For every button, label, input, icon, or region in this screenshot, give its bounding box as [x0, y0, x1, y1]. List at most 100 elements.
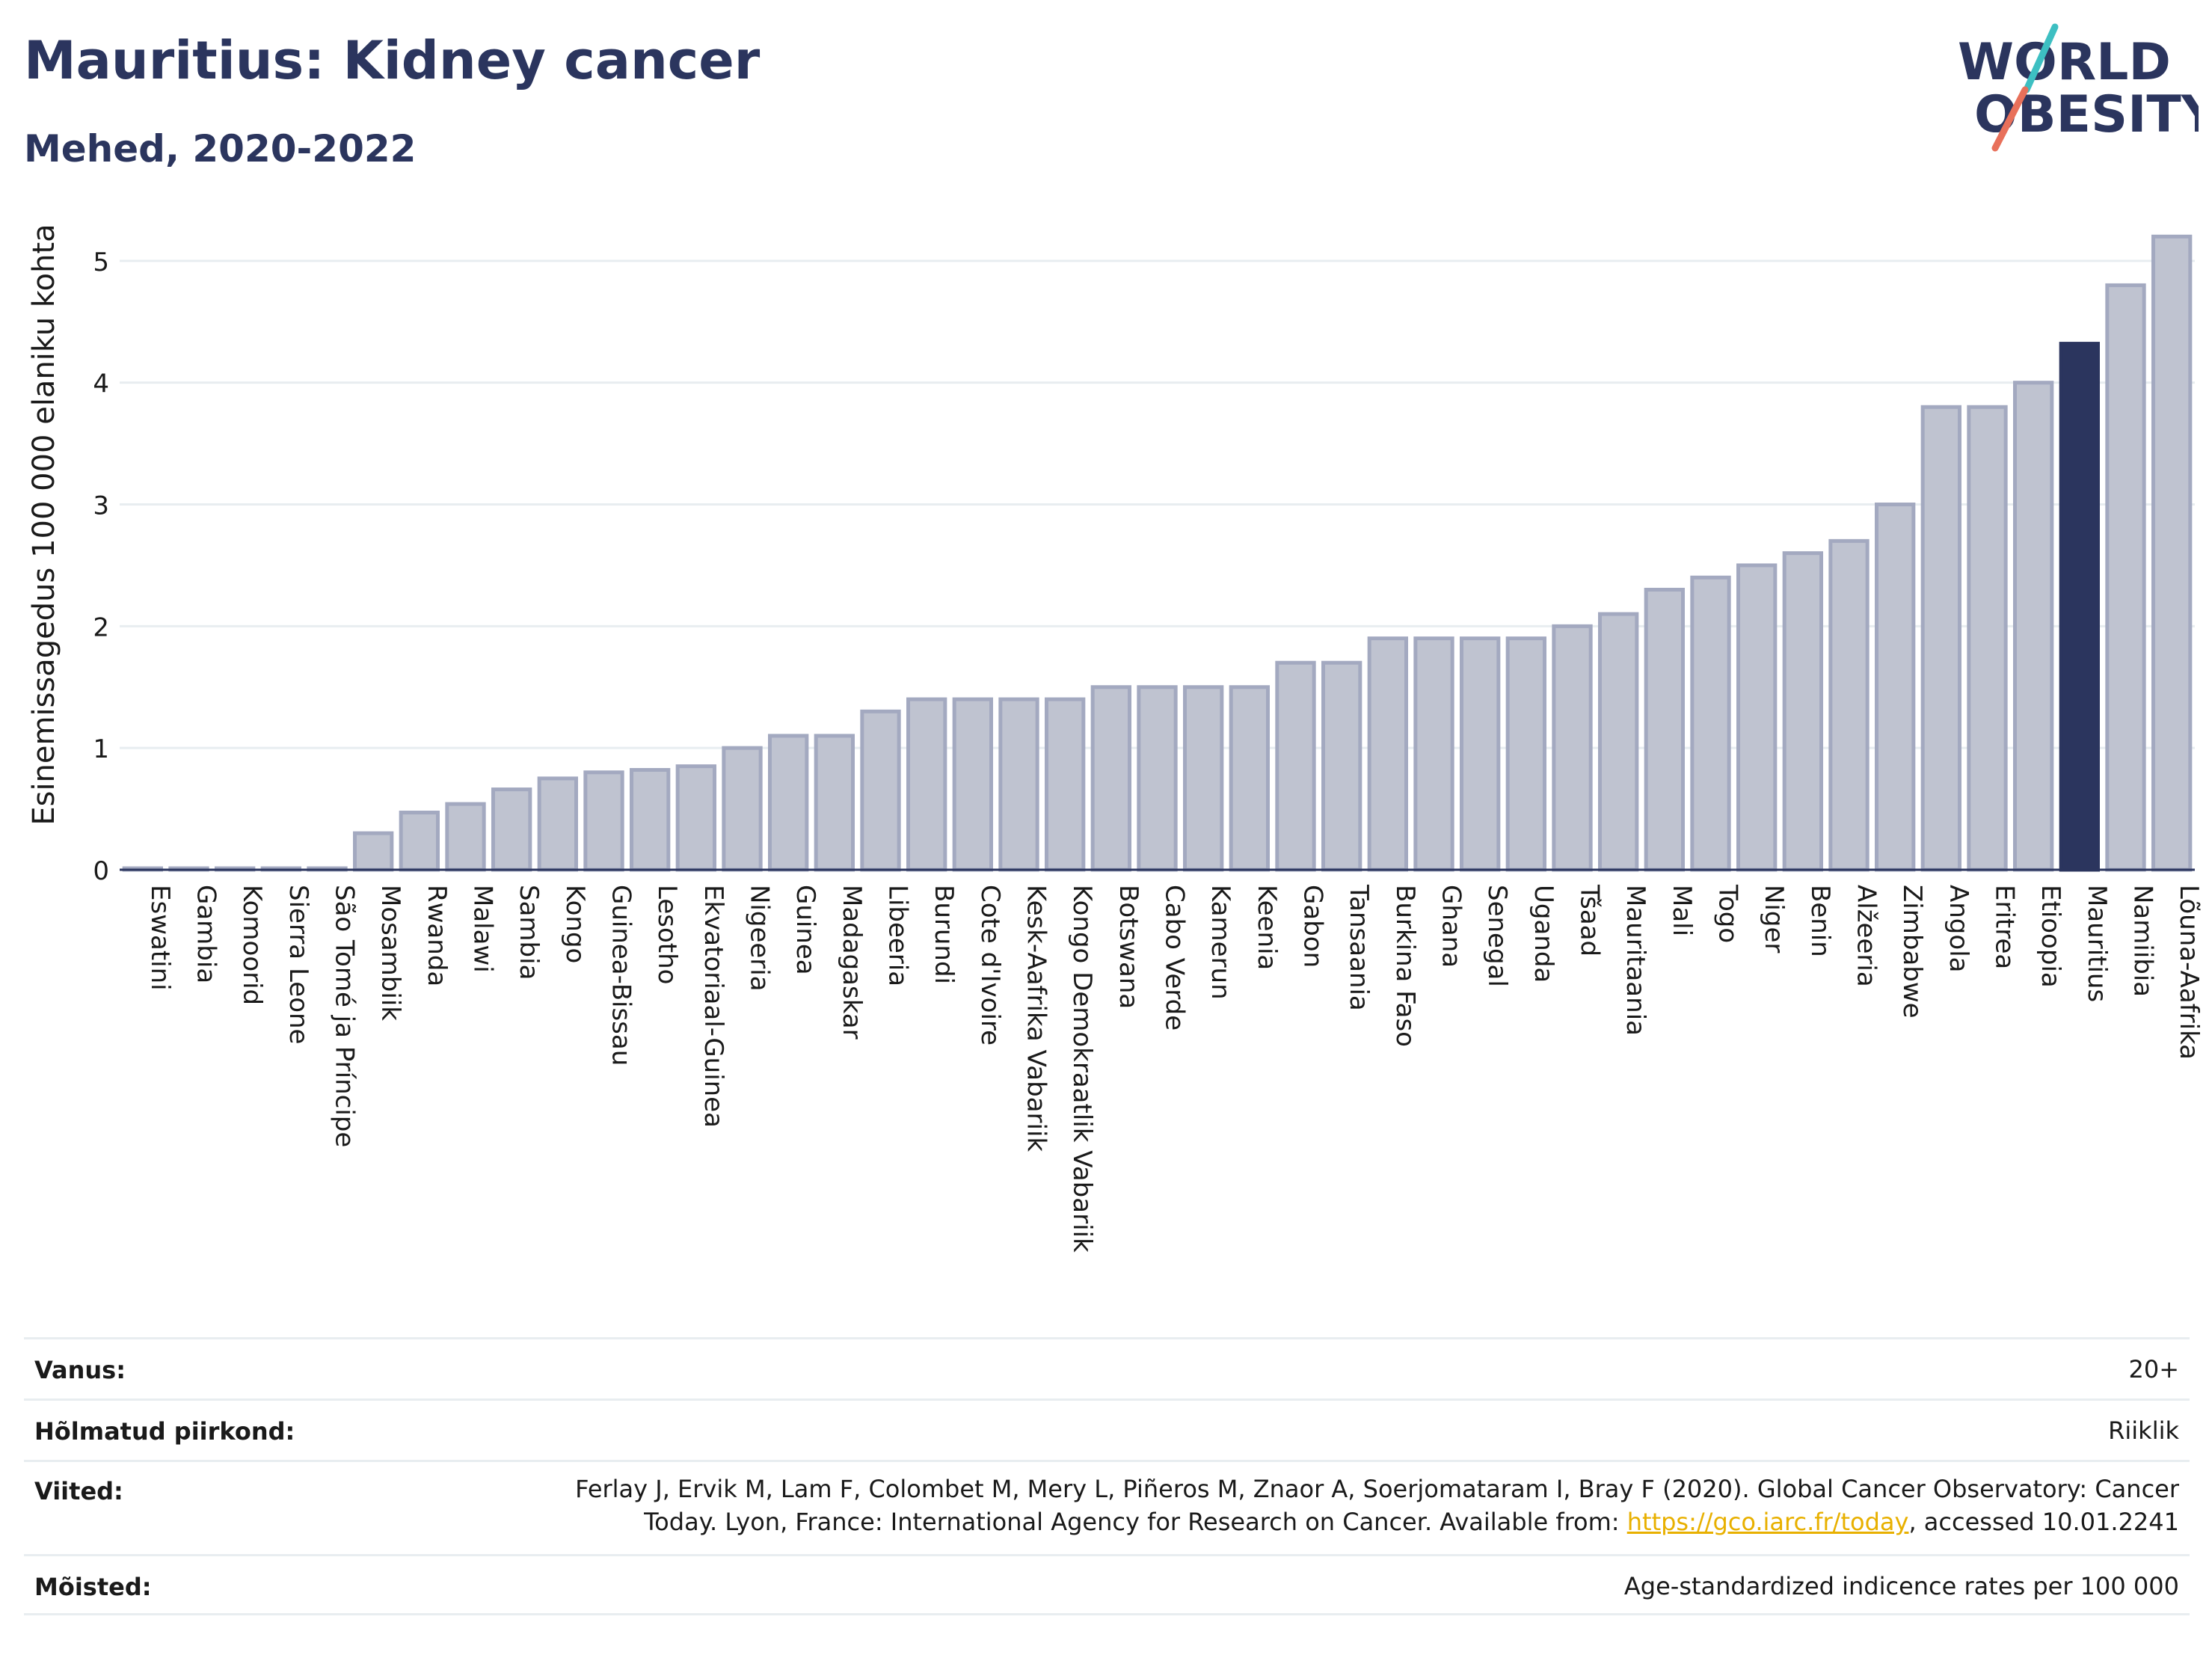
y-axis-label: Esinemissagedus 100 000 elaniku kohta	[27, 224, 61, 825]
bar	[1275, 660, 1316, 872]
bar	[860, 709, 901, 872]
x-tick-label: Mauritius	[2082, 885, 2112, 1002]
bar	[1690, 575, 1731, 872]
x-tick-label: Ghana	[1437, 885, 1466, 968]
logo-word-world: WORLD	[1958, 33, 2171, 92]
x-tick-label: Benin	[1805, 885, 1835, 957]
x-tick-label: Togo	[1713, 884, 1743, 943]
footer-row-definitions: Mõisted: Age-standardized indicence rate…	[24, 1554, 2190, 1615]
bar	[768, 734, 809, 872]
footer-value-age: 20+	[2128, 1355, 2179, 1384]
bar	[952, 697, 993, 872]
x-tick-label: Gabon	[1298, 885, 1328, 968]
x-tick-label: Botswana	[1113, 885, 1143, 1009]
x-tick-label: Niger	[1759, 885, 1789, 953]
x-tick-label: Etioopia	[2036, 885, 2065, 988]
bar	[1045, 697, 1086, 872]
footer-row-references: Viited: Ferlay J, Ervik M, Lam F, Colomb…	[24, 1460, 2190, 1554]
bar	[1090, 685, 1131, 872]
x-tick-label: Lõuna-Aafrika	[2174, 885, 2204, 1060]
x-tick-label: Burundi	[929, 885, 959, 984]
x-tick-label: Uganda	[1529, 885, 1558, 983]
x-tick-label: Angola	[1944, 885, 1973, 972]
x-tick-label: Kamerun	[1205, 885, 1235, 1000]
bar	[583, 770, 624, 872]
world-obesity-logo: WORLD OBESITY	[1958, 23, 2199, 152]
y-tick-labels: 0 1 2 3 4 5	[93, 248, 109, 886]
bar	[722, 746, 763, 872]
bar	[445, 802, 486, 872]
x-tick-label: Mali	[1667, 885, 1697, 936]
bar	[1598, 612, 1639, 872]
footer-value-references: Ferlay J, Ervik M, Lam F, Colombet M, Me…	[575, 1473, 2179, 1538]
bar	[1782, 551, 1824, 872]
y-tick-label: 5	[93, 248, 109, 277]
bar	[1413, 636, 1454, 872]
bar	[1552, 624, 1593, 872]
bar	[353, 831, 394, 872]
y-tick-label: 4	[93, 369, 109, 399]
reference-link[interactable]: https://gco.iarc.fr/today	[1626, 1508, 1909, 1536]
bar	[2151, 234, 2193, 872]
x-tick-label: Eswatini	[145, 885, 175, 991]
bar-chart: 0 1 2 3 4 5 Eswatini Gambia Komoorid Sierra Leon…	[27, 224, 2204, 1253]
reference-line-2: Today. Lyon, France: International Agenc…	[575, 1505, 2179, 1538]
footer-value-region: Riiklik	[2108, 1416, 2179, 1445]
x-tick-label: Nigeeria	[745, 885, 775, 992]
x-tick-labels: Eswatini Gambia Komoorid Sierra Leone São To…	[145, 884, 2204, 1253]
x-tick-label: Libeeria	[883, 885, 913, 986]
x-tick-label: Namiibia	[2128, 885, 2158, 997]
y-tick-label: 2	[93, 612, 109, 642]
x-tick-label: Sierra Leone	[283, 885, 313, 1044]
bar	[1967, 405, 2008, 872]
y-tick-label: 1	[93, 734, 109, 764]
reference-accessed: , accessed 10.01.2241	[1908, 1508, 2179, 1536]
reference-line-1: Ferlay J, Ervik M, Lam F, Colombet M, Me…	[575, 1475, 2179, 1503]
x-tick-label: Rwanda	[422, 885, 452, 986]
bar	[1920, 405, 1962, 872]
chart-title: Mauritius: Kidney cancer	[24, 30, 761, 91]
x-tick-label: Alžeeria	[1852, 885, 1881, 987]
bar	[2013, 381, 2054, 872]
x-tick-label: Senegal	[1482, 885, 1512, 987]
bar	[1183, 685, 1224, 872]
footer-row-age: Vanus: 20+	[24, 1337, 2190, 1398]
bar	[1229, 685, 1270, 872]
bar-highlight	[2059, 342, 2101, 872]
bar	[1875, 503, 1916, 872]
x-tick-label: Guinea	[790, 885, 820, 975]
x-tick-label: Tansaania	[1344, 884, 1374, 1011]
footer-label-region: Hõlmatud piirkond:	[34, 1417, 295, 1446]
x-tick-label: Kongo Demokraatlik Vabariik	[1067, 885, 1097, 1253]
bar	[1321, 660, 1362, 872]
bar	[906, 697, 947, 872]
reference-text: Today. Lyon, France: International Agenc…	[644, 1508, 1627, 1536]
bar	[537, 776, 579, 872]
bar	[1460, 636, 1501, 872]
x-tick-label: Keenia	[1252, 885, 1282, 970]
footer-label-definitions: Mõisted:	[34, 1573, 152, 1601]
x-tick-label: Mosambiik	[375, 885, 405, 1021]
footer-label-references: Viited:	[34, 1477, 123, 1505]
footer-row-region: Hõlmatud piirkond: Riiklik	[24, 1398, 2190, 1460]
bar	[630, 767, 671, 872]
x-tick-label: Tšaad	[1575, 884, 1605, 957]
footer-label-age: Vanus:	[34, 1356, 126, 1384]
bar	[675, 764, 717, 872]
y-tick-label: 0	[93, 856, 109, 886]
bar	[814, 734, 855, 872]
x-tick-label: Kesk-Aafrika Vabariik	[1021, 885, 1051, 1152]
x-tick-label: Eritrea	[1990, 885, 2020, 969]
logo-slash-teal	[2023, 23, 2059, 93]
x-tick-label: Zimbabwe	[1897, 885, 1927, 1019]
bar	[998, 697, 1039, 872]
x-tick-label: Cote d'Ivoire	[975, 885, 1005, 1045]
bar	[1644, 587, 1686, 872]
bars	[122, 234, 2193, 872]
x-tick-label: Madagaskar	[837, 885, 867, 1040]
footer-value-definitions: Age-standardized indicence rates per 100…	[1623, 1572, 2179, 1600]
x-tick-label: Guinea-Bissau	[606, 885, 636, 1066]
x-tick-label: Cabo Verde	[1160, 885, 1190, 1031]
x-tick-label: Sambia	[514, 885, 544, 980]
x-tick-label: Ekvatoriaal-Guinea	[698, 885, 728, 1128]
